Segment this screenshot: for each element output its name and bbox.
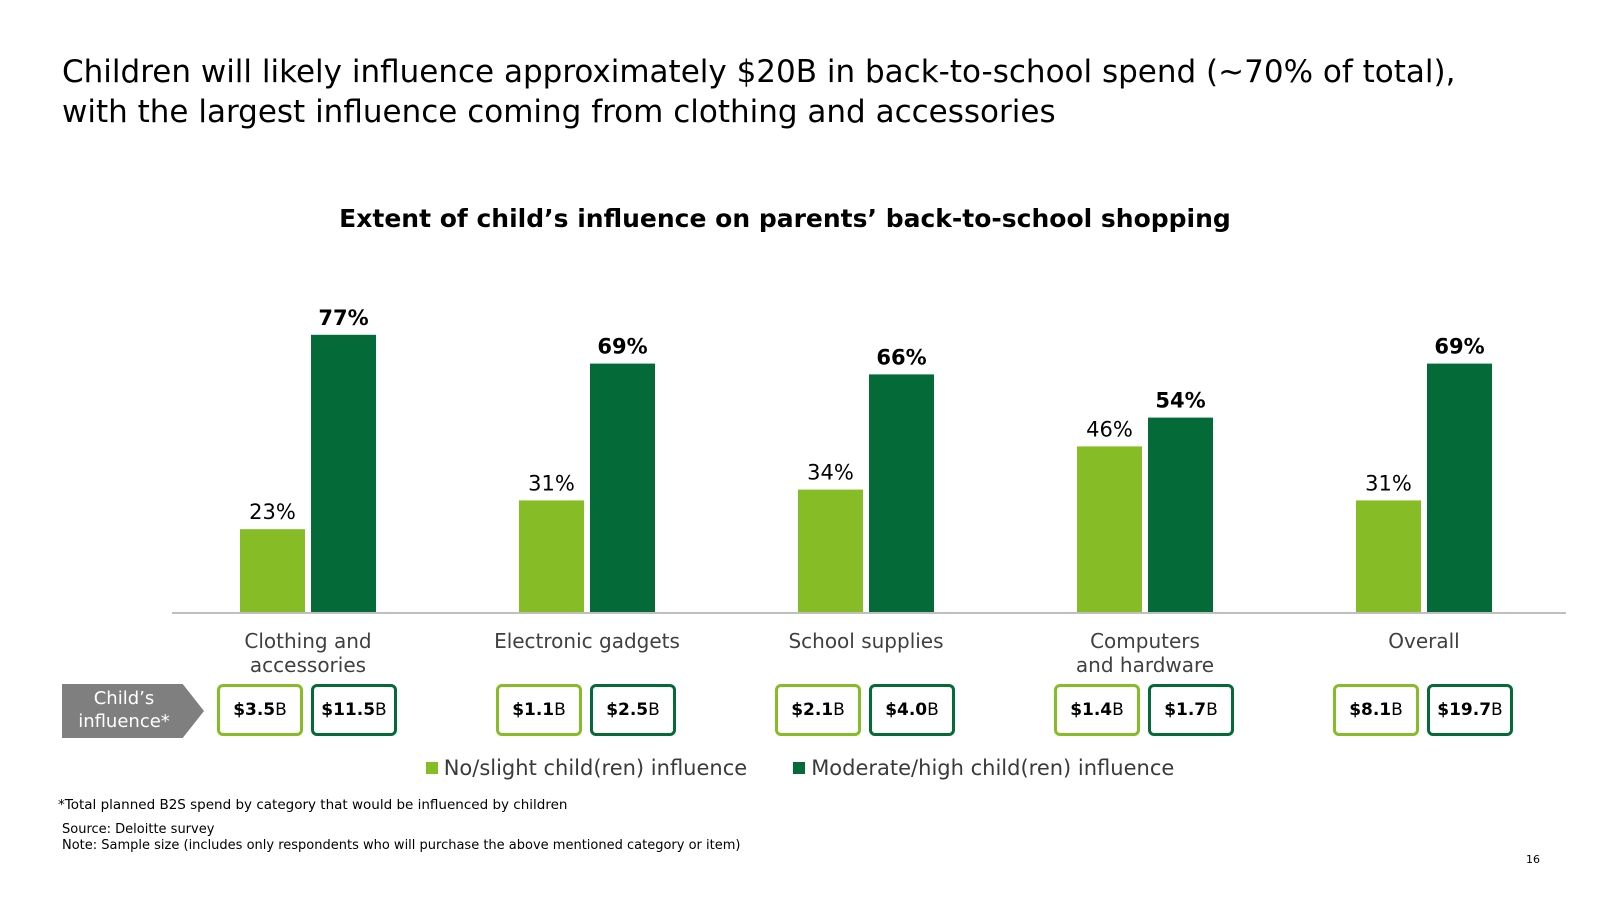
bar-series-1-cat-4 xyxy=(1427,363,1492,612)
bar-series-0-cat-1 xyxy=(519,500,584,612)
data-label-series-0-cat-3: 46% xyxy=(1086,417,1133,441)
data-label-series-0-cat-1: 31% xyxy=(528,471,575,495)
spend-box-moderate-high-1: $2.5 B xyxy=(590,684,676,736)
data-label-series-1-cat-2: 66% xyxy=(876,345,926,369)
spend-unit: B xyxy=(648,700,660,720)
spend-box-no-slight-2: $2.1 B xyxy=(775,684,861,736)
spend-unit: B xyxy=(1391,700,1403,720)
bar-series-1-cat-2 xyxy=(869,374,934,612)
bar-series-0-cat-4 xyxy=(1356,500,1421,612)
legend-item-no-slight: No/slight child(ren) influence xyxy=(425,756,748,780)
spend-box-no-slight-4: $8.1 B xyxy=(1333,684,1419,736)
footnote: *Total planned B2S spend by category tha… xyxy=(58,797,568,813)
data-label-series-0-cat-4: 31% xyxy=(1365,471,1412,495)
page-number: 16 xyxy=(1526,853,1540,866)
spend-box-no-slight-1: $1.1 B xyxy=(496,684,582,736)
childs-influence-label: Child’s influence* xyxy=(62,684,204,738)
bar-series-1-cat-0 xyxy=(311,334,376,612)
category-label-4-line-0: Overall xyxy=(1388,629,1459,653)
data-label-series-0-cat-2: 34% xyxy=(807,461,854,485)
category-label-0-line-1: accessories xyxy=(250,653,366,677)
spend-unit: B xyxy=(1491,700,1503,720)
legend-item-moderate-high: Moderate/high child(ren) influence xyxy=(793,756,1174,780)
legend-label-no-slight: No/slight child(ren) influence xyxy=(443,756,748,780)
spend-value: $2.1 xyxy=(791,700,834,720)
spend-unit: B xyxy=(375,700,387,720)
spend-unit: B xyxy=(927,700,939,720)
childs-influence-label-line-1: Child’s xyxy=(93,688,155,709)
category-label-0-line-0: Clothing and xyxy=(244,629,371,653)
spend-unit: B xyxy=(554,700,566,720)
spend-value: $1.4 xyxy=(1070,700,1113,720)
spend-box-no-slight-3: $1.4 B xyxy=(1054,684,1140,736)
bar-series-0-cat-3 xyxy=(1077,446,1142,612)
spend-box-moderate-high-0: $11.5 B xyxy=(311,684,397,736)
spend-box-moderate-high-3: $1.7 B xyxy=(1148,684,1234,736)
data-label-series-0-cat-0: 23% xyxy=(249,500,296,524)
legend-swatch-dark-green xyxy=(793,762,806,774)
spend-box-no-slight-0: $3.5 B xyxy=(217,684,303,736)
data-label-series-1-cat-3: 54% xyxy=(1155,389,1205,413)
spend-value: $11.5 xyxy=(321,700,376,720)
legend-label-moderate-high: Moderate/high child(ren) influence xyxy=(811,756,1175,780)
data-label-series-1-cat-1: 69% xyxy=(597,335,647,359)
spend-value: $4.0 xyxy=(885,700,928,720)
spend-value: $1.1 xyxy=(512,700,555,720)
note-text: Note: Sample size (includes only respond… xyxy=(62,838,741,853)
bar-series-0-cat-0 xyxy=(240,529,305,612)
spend-value: $1.7 xyxy=(1164,700,1207,720)
spend-unit: B xyxy=(275,700,287,720)
spend-box-moderate-high-4: $19.7 B xyxy=(1427,684,1513,736)
legend-swatch-light-green xyxy=(425,762,438,774)
spend-unit: B xyxy=(1206,700,1218,720)
category-label-2-line-0: School supplies xyxy=(788,629,943,653)
source-text: Source: Deloitte survey xyxy=(62,822,215,837)
category-label-1-line-0: Electronic gadgets xyxy=(494,629,680,653)
slide-headline: Children will likely influence approxima… xyxy=(62,54,1456,130)
category-label-3-line-1: and hardware xyxy=(1076,653,1214,677)
chart-legend: No/slight child(ren) influence Moderate/… xyxy=(0,756,1600,780)
spend-value: $3.5 xyxy=(233,700,276,720)
data-label-series-1-cat-4: 69% xyxy=(1434,335,1484,359)
spend-unit: B xyxy=(1112,700,1124,720)
chart-title: Extent of child’s influence on parents’ … xyxy=(339,204,1231,233)
spend-unit: B xyxy=(833,700,845,720)
spend-box-moderate-high-2: $4.0 B xyxy=(869,684,955,736)
childs-influence-label-line-2: influence* xyxy=(78,711,170,732)
bar-series-0-cat-2 xyxy=(798,489,863,612)
bar-series-1-cat-3 xyxy=(1148,417,1213,612)
spend-value: $19.7 xyxy=(1437,700,1492,720)
source-notes: Source: Deloitte survey Note: Sample siz… xyxy=(62,822,740,854)
category-label-3-line-0: Computers xyxy=(1090,629,1200,653)
data-label-series-1-cat-0: 77% xyxy=(318,306,368,330)
spend-value: $2.5 xyxy=(606,700,649,720)
bar-series-1-cat-1 xyxy=(590,363,655,612)
spend-value: $8.1 xyxy=(1349,700,1392,720)
